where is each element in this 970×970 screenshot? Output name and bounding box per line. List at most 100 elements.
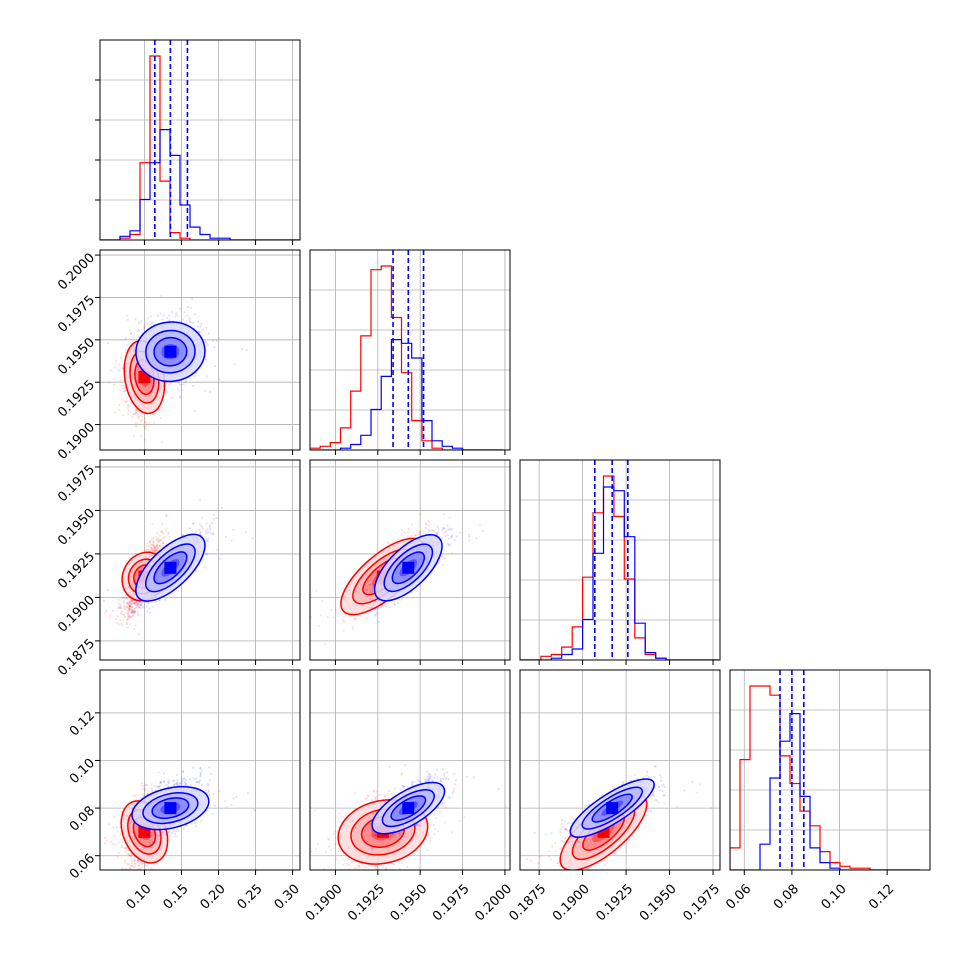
scatter-point	[410, 534, 413, 537]
scatter-point	[126, 406, 129, 409]
scatter-point	[200, 322, 203, 326]
scatter-point	[127, 606, 130, 610]
scatter-point	[128, 602, 131, 605]
scatter-point	[129, 597, 132, 600]
scatter-point	[192, 384, 195, 388]
scatter-point	[186, 314, 189, 317]
scatter-point	[176, 314, 179, 317]
panel-frame	[99, 459, 301, 661]
scatter-point	[119, 356, 122, 359]
scatter-point	[127, 604, 130, 607]
scatter-point	[123, 616, 127, 619]
scatter-point	[129, 369, 132, 372]
scatter-point	[198, 331, 201, 334]
scatter-point	[125, 606, 128, 609]
scatter-point	[148, 421, 151, 424]
scatter-point	[118, 602, 121, 606]
scatter-point	[183, 311, 186, 314]
scatter-point	[134, 425, 137, 428]
scatter-point	[139, 411, 142, 414]
scatter-point	[133, 611, 136, 614]
scatter-point	[155, 545, 158, 548]
scatter-point	[127, 611, 130, 614]
scatter-point	[200, 525, 203, 528]
scatter-point	[122, 595, 125, 599]
scatter-point	[241, 348, 244, 351]
scatter-point	[203, 566, 206, 569]
scatter-point	[120, 623, 123, 627]
scatter-point	[140, 370, 143, 373]
scatter-point	[155, 548, 158, 551]
scatter-point	[170, 396, 173, 399]
scatter-point	[118, 408, 121, 411]
scatter-point	[129, 608, 132, 611]
scatter-point	[166, 316, 169, 319]
scatter-point	[131, 599, 134, 602]
scatter-point	[134, 412, 137, 415]
scatter-point	[117, 598, 120, 602]
scatter-point	[128, 623, 131, 626]
scatter-point	[134, 601, 138, 604]
scatter-point	[138, 603, 141, 607]
scatter-point	[123, 599, 126, 603]
scatter-point	[132, 344, 135, 348]
scatter-point	[128, 604, 131, 608]
scatter-point	[132, 602, 135, 605]
scatter-point	[131, 413, 134, 416]
scatter-point	[134, 624, 137, 627]
scatter-point	[119, 606, 122, 609]
scatter-point	[124, 607, 127, 611]
scatter-point	[205, 375, 208, 378]
scatter-point	[144, 549, 148, 552]
scatter-point	[156, 543, 159, 547]
scatter-point	[206, 528, 209, 531]
scatter-point	[158, 544, 161, 548]
scatter-point	[138, 381, 142, 384]
scatter-point	[125, 623, 128, 626]
scatter-point	[135, 421, 138, 424]
scatter-point	[118, 363, 121, 366]
scatter-point	[157, 547, 160, 550]
scatter-point	[427, 519, 430, 522]
scatter-point	[424, 522, 427, 525]
scatter-point	[245, 349, 248, 352]
scatter-point	[155, 536, 158, 539]
scatter-point	[134, 603, 137, 606]
scatter-point	[133, 348, 136, 352]
scatter-point	[219, 557, 222, 560]
scatter-point	[119, 388, 122, 391]
scatter-point	[160, 440, 163, 443]
scatter-point	[119, 611, 123, 614]
contour-line	[135, 533, 206, 602]
scatter-point	[206, 344, 209, 347]
scatter-point	[133, 582, 137, 585]
scatter-point	[160, 409, 163, 412]
scatter-point	[342, 615, 346, 618]
scatter-point	[194, 375, 197, 378]
scatter-point	[126, 597, 129, 600]
scatter-point	[131, 602, 134, 605]
scatter-point	[136, 613, 139, 616]
scatter-point	[154, 550, 157, 553]
scatter-point	[135, 408, 138, 411]
scatter-point	[155, 538, 158, 541]
scatter-point	[194, 569, 198, 572]
scatter-point	[119, 606, 122, 609]
scatter-point	[416, 533, 419, 537]
contour-line	[153, 336, 188, 367]
scatter-point	[134, 607, 137, 610]
panel-frame	[99, 249, 301, 451]
scatter-point	[181, 318, 184, 321]
scatter-point	[120, 612, 123, 615]
scatter-point	[149, 543, 152, 546]
scatter-point	[120, 610, 124, 613]
scatter-point	[204, 529, 207, 532]
scatter-point	[126, 621, 129, 624]
scatter-point	[129, 615, 132, 618]
scatter-point	[157, 599, 160, 602]
scatter-point	[164, 529, 167, 532]
scatter-point	[135, 606, 138, 609]
scatter-point	[119, 618, 122, 622]
scatter-point	[127, 586, 130, 589]
scatter-point	[130, 610, 133, 613]
